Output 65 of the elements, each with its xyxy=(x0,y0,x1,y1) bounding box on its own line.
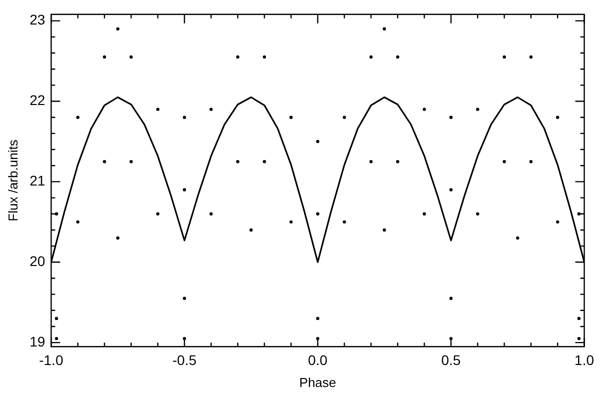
point xyxy=(262,160,266,164)
x-tick-label: -0.5 xyxy=(172,352,197,368)
point xyxy=(502,160,506,164)
point xyxy=(556,116,560,119)
point xyxy=(529,55,533,59)
point xyxy=(289,220,293,224)
point xyxy=(262,55,266,59)
point xyxy=(316,140,320,144)
point xyxy=(449,296,453,300)
point xyxy=(396,55,400,59)
y-tick-label: 22 xyxy=(30,92,46,108)
point xyxy=(116,236,120,240)
point xyxy=(342,220,346,224)
point xyxy=(449,188,453,192)
point xyxy=(422,212,426,216)
x-axis-title: Phase xyxy=(299,374,336,390)
point xyxy=(182,116,186,119)
point xyxy=(449,116,453,119)
point xyxy=(577,212,581,216)
point xyxy=(476,212,480,216)
x-tick-label: -1.0 xyxy=(39,352,64,368)
point xyxy=(236,55,240,59)
point xyxy=(516,236,520,240)
point xyxy=(236,160,240,164)
y-tick-label: 19 xyxy=(30,333,46,350)
point xyxy=(396,160,400,164)
x-tick-label: 0.0 xyxy=(308,352,328,368)
point xyxy=(529,160,533,164)
x-tick-label: 0.5 xyxy=(441,352,461,368)
point xyxy=(382,27,386,30)
point xyxy=(130,55,133,59)
point xyxy=(382,228,386,232)
point xyxy=(422,108,426,111)
point xyxy=(76,116,80,119)
point xyxy=(54,212,58,216)
y-axis-title: Flux /arb.units xyxy=(5,139,20,222)
point xyxy=(476,108,480,111)
x-tick-label: 1.0 xyxy=(574,352,594,368)
point xyxy=(182,296,186,300)
y-tick-label: 21 xyxy=(30,172,46,189)
point xyxy=(289,116,293,119)
point xyxy=(54,336,58,340)
point xyxy=(316,316,320,320)
y-tick-label: 20 xyxy=(30,253,46,269)
point xyxy=(502,55,506,59)
point xyxy=(249,228,253,232)
point xyxy=(116,27,120,30)
point xyxy=(316,212,320,216)
point xyxy=(130,160,133,164)
y-tick-label: 23 xyxy=(30,12,46,28)
point xyxy=(156,108,160,111)
point xyxy=(54,316,58,320)
point xyxy=(156,212,160,216)
point xyxy=(577,336,581,340)
point xyxy=(76,220,80,224)
point xyxy=(182,188,186,192)
point xyxy=(210,212,213,216)
point xyxy=(369,55,373,59)
point xyxy=(102,160,106,164)
point xyxy=(342,116,346,119)
point xyxy=(369,160,373,164)
point xyxy=(577,316,581,320)
point xyxy=(210,108,213,111)
point xyxy=(102,55,106,59)
point xyxy=(556,220,560,224)
